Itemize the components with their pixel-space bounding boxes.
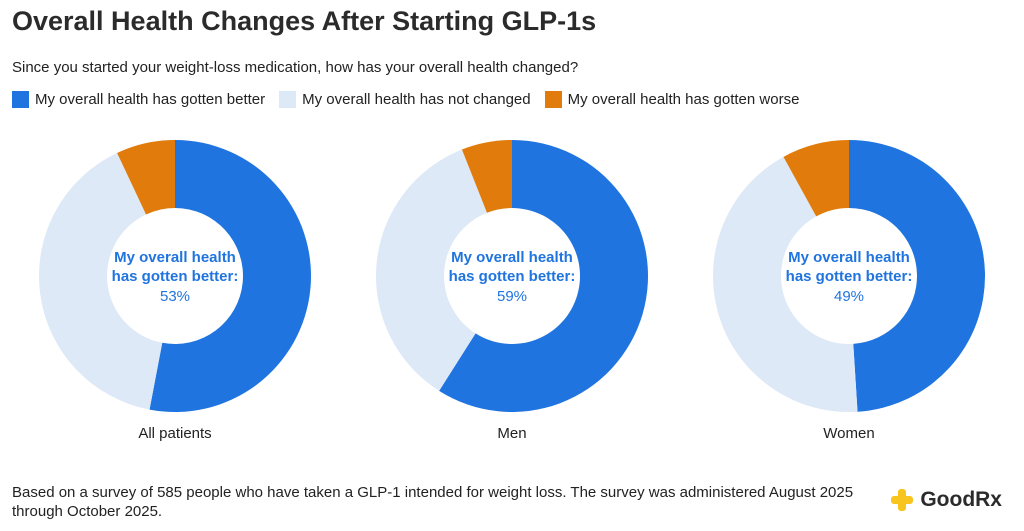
legend-label-worse: My overall health has gotten worse <box>567 91 800 108</box>
center-label: has gotten better: <box>112 268 239 285</box>
center-label: My overall health <box>114 249 236 266</box>
group-label: Men <box>497 425 526 442</box>
donut-slice-better <box>849 140 985 412</box>
chart-title: Overall Health Changes After Starting GL… <box>12 6 597 36</box>
donut-slice-worse <box>783 140 849 217</box>
footnote: Based on a survey of 585 people who have… <box>12 484 854 520</box>
legend-item-better: My overall health has gotten better <box>12 91 265 108</box>
donut-slice-not-changed <box>713 156 858 412</box>
donut-slice-worse <box>461 140 512 213</box>
center-label: My overall health <box>788 249 910 266</box>
donut-chart-0: My overall health has gotten better: 53% Al… <box>39 140 311 442</box>
center-value: 53% <box>160 288 190 305</box>
center-value: 49% <box>834 288 864 305</box>
group-label: Women <box>823 425 874 442</box>
legend-item-worse: My overall health has gotten worse <box>544 91 800 108</box>
goodrx-plus-icon <box>891 489 914 511</box>
legend-swatch-better <box>12 91 29 108</box>
legend: My overall health has gotten better My o… <box>12 91 813 108</box>
center-label: has gotten better: <box>449 268 576 285</box>
donut-charts: My overall health has gotten better: 53% Al… <box>39 140 985 442</box>
donut-slice-better <box>439 140 649 412</box>
donut-slice-not-changed <box>376 149 487 391</box>
center-label: has gotten better: <box>786 268 913 285</box>
logo-text: GoodRx <box>920 488 1002 511</box>
group-label: All patients <box>138 425 211 442</box>
donut-slice-better <box>149 140 311 412</box>
legend-swatch-worse <box>544 91 562 108</box>
donut-slice-worse <box>117 140 175 215</box>
chart-subtitle: Since you started your weight-loss medic… <box>12 59 579 76</box>
logo-plus-horizontal <box>891 496 914 504</box>
donut-slice-not-changed <box>39 152 163 410</box>
donut-chart-2: My overall health has gotten better: 49% Wo… <box>713 140 985 442</box>
goodrx-logo: GoodRx <box>890 488 1002 512</box>
center-value: 59% <box>497 288 527 305</box>
legend-swatch-not-changed <box>279 91 297 108</box>
legend-label-not-changed: My overall health has not changed <box>302 91 531 108</box>
center-label: My overall health <box>451 249 573 266</box>
legend-item-not-changed: My overall health has not changed <box>279 91 531 108</box>
donut-chart-1: My overall health has gotten better: 59% Me… <box>376 140 649 442</box>
legend-label-better: My overall health has gotten better <box>35 91 266 108</box>
